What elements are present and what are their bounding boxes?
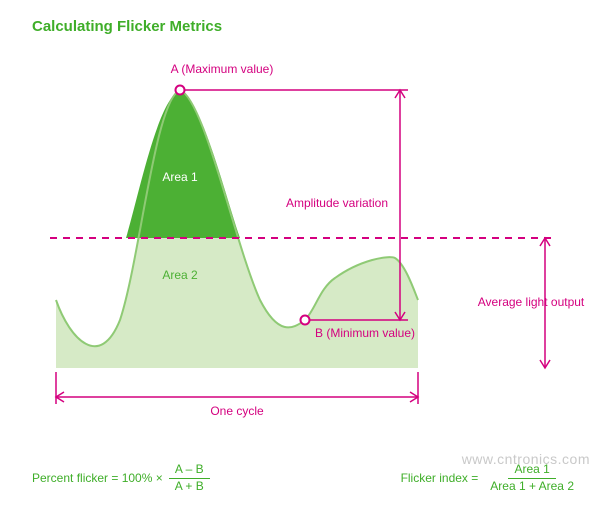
flicker-index-left: Flicker index = [401, 471, 479, 485]
cycle-dim [56, 372, 418, 404]
percent-flicker-frac: A – B A + B [169, 462, 210, 494]
index-den: Area 1 + Area 2 [484, 479, 580, 494]
percent-flicker-formula: Percent flicker = 100% × A – B A + B [32, 462, 210, 494]
amplitude-label: Amplitude variation [286, 196, 388, 210]
area1-label: Area 1 [162, 170, 197, 184]
max-marker [176, 86, 185, 95]
watermark: www.cntronics.com [462, 451, 590, 467]
max-label: A (Maximum value) [171, 62, 274, 76]
avg-label: Average light output [472, 295, 590, 309]
cycle-label: One cycle [210, 404, 263, 418]
plot-svg [0, 0, 600, 515]
percent-den: A + B [169, 479, 210, 494]
figure: Calculating Flicker Metrics [0, 0, 600, 515]
min-label: B (Minimum value) [315, 326, 415, 340]
area2-label: Area 2 [162, 268, 197, 282]
percent-num: A – B [169, 462, 210, 479]
min-marker [301, 316, 310, 325]
percent-flicker-left: Percent flicker = 100% × [32, 471, 163, 485]
